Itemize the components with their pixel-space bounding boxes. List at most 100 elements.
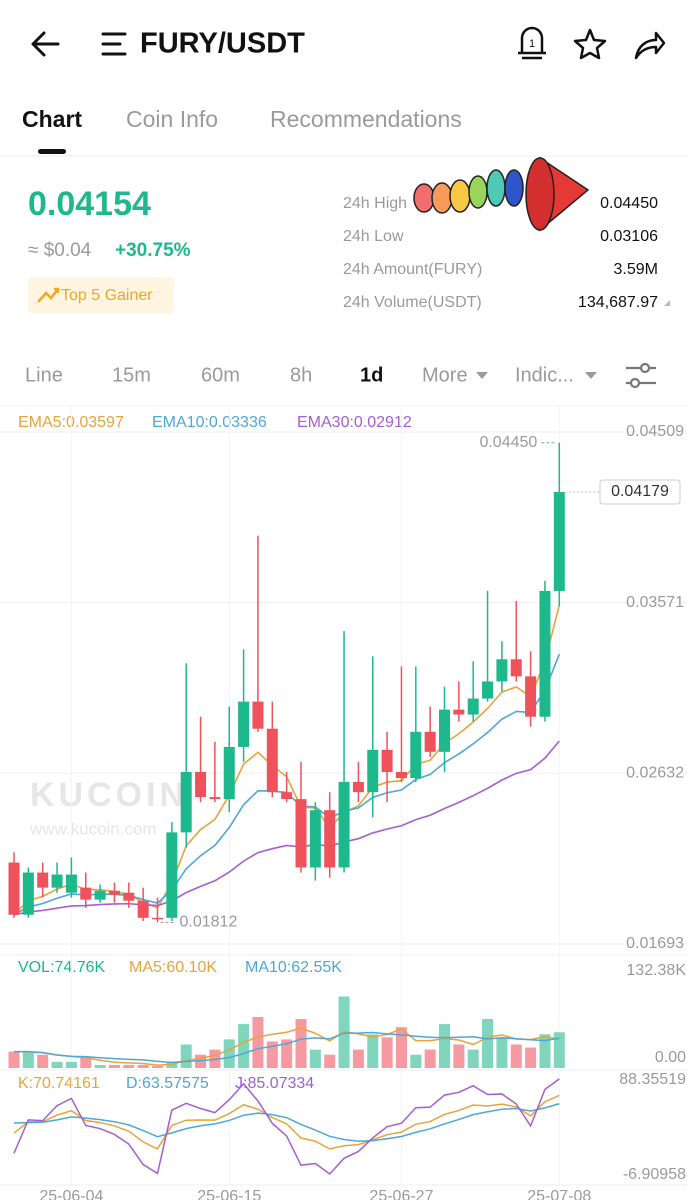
ema-line xyxy=(13,740,560,916)
candle-body xyxy=(395,772,407,778)
candle-body xyxy=(238,701,250,747)
last-price-label: 0.04179 xyxy=(611,483,669,500)
volume-bar xyxy=(510,1044,522,1068)
kdj-legend: K:70.74161 xyxy=(18,1075,100,1092)
vol-legend: MA10:62.55K xyxy=(245,959,342,976)
kdj-tick-label: 88.35519 xyxy=(619,1071,686,1088)
volume-bar xyxy=(180,1044,192,1068)
alert-icon[interactable]: 1 xyxy=(518,26,546,60)
candle-body xyxy=(180,772,192,833)
timeframe[interactable]: 15m xyxy=(112,364,151,386)
volume-bar xyxy=(381,1037,393,1068)
volume-bar xyxy=(367,1034,379,1068)
candle-body xyxy=(424,731,436,752)
candle-body xyxy=(209,797,221,800)
settings-icon[interactable] xyxy=(626,362,656,389)
x-tick-label: 25-06-15 xyxy=(197,1188,261,1200)
kdj-line xyxy=(13,1078,560,1175)
volume-bar xyxy=(252,1016,264,1068)
badge[interactable]: Top 5 Gainer xyxy=(61,287,153,304)
tab[interactable]: Coin Info xyxy=(126,106,218,132)
volume-bar xyxy=(80,1057,92,1068)
timeframe[interactable]: Line xyxy=(25,364,63,386)
low-label: 0.01812 xyxy=(180,914,238,931)
candle-body xyxy=(338,782,350,868)
stat-value: 3.59M xyxy=(614,261,658,278)
candle-body xyxy=(324,810,336,868)
candle-body xyxy=(266,728,278,793)
tab[interactable]: Recommendations xyxy=(270,106,462,132)
candle-body xyxy=(367,749,379,793)
dropdown-caret xyxy=(585,372,597,379)
volume-bar xyxy=(266,1041,278,1068)
back-button[interactable] xyxy=(31,31,60,57)
tab-active[interactable]: Chart xyxy=(22,106,82,132)
stat-value: 0.03106 xyxy=(600,228,658,245)
vol-ma-line xyxy=(14,1027,560,1066)
kdj-line xyxy=(13,1094,560,1150)
favorite-icon[interactable] xyxy=(573,28,607,60)
last-price-box xyxy=(599,479,681,505)
volume-bar xyxy=(295,1018,307,1068)
candle-body xyxy=(80,887,92,900)
candle-body xyxy=(8,862,20,915)
volume-bar xyxy=(539,1034,551,1068)
candle-body xyxy=(553,492,565,591)
high-label: 0.04450 xyxy=(479,434,537,451)
share-icon[interactable] xyxy=(634,31,666,60)
kdj-legend: D:63.57575 xyxy=(126,1075,209,1092)
stat-label: 24h Amount(FURY) xyxy=(343,261,482,278)
candle-body xyxy=(108,890,120,895)
fiat-price: ≈ $0.04 xyxy=(28,240,92,261)
candle-body xyxy=(381,749,393,772)
candle-body xyxy=(51,874,63,888)
candle-body xyxy=(195,772,207,798)
vol-legend: VOL:74.76K xyxy=(18,959,106,976)
x-tick-label: 25-07-08 xyxy=(527,1188,591,1200)
candle-body xyxy=(37,872,49,888)
volume-bar xyxy=(553,1032,565,1068)
candle-body xyxy=(352,782,364,793)
badge-bg xyxy=(28,277,174,313)
candle-body xyxy=(510,659,522,677)
menu-icon[interactable] xyxy=(101,32,127,56)
volume-bar xyxy=(352,1049,364,1068)
candle-body xyxy=(166,832,178,918)
timeframe[interactable]: Indic... xyxy=(515,364,574,386)
vol-tick-label: 132.38K xyxy=(626,962,686,979)
candle-body xyxy=(22,872,34,915)
vol-tick-label: 0.00 xyxy=(655,1049,686,1066)
timeframe[interactable]: More xyxy=(422,364,468,386)
candle-body xyxy=(496,659,508,682)
volume-bar xyxy=(482,1018,494,1068)
candle-body xyxy=(410,731,422,778)
timeframe[interactable]: 8h xyxy=(290,364,312,386)
timeframe[interactable]: 60m xyxy=(201,364,240,386)
watermark: KUCOIN xyxy=(30,776,188,814)
volume-bar xyxy=(238,1024,250,1068)
candle-body xyxy=(539,590,551,717)
timeframe-active[interactable]: 1d xyxy=(360,364,383,386)
candle-body xyxy=(252,701,264,729)
volume-bar xyxy=(281,1039,293,1068)
tab-indicator xyxy=(38,149,66,154)
ema-legend: EMA10:0.03336 xyxy=(152,414,267,431)
volume-bar xyxy=(395,1027,407,1068)
volume-bar xyxy=(22,1051,34,1068)
price-change: +30.75% xyxy=(115,240,191,261)
volume-bar xyxy=(137,1064,149,1068)
dropdown-caret xyxy=(476,372,488,379)
stat-label: 24h High xyxy=(343,195,407,212)
vol-ma-line xyxy=(14,1031,560,1064)
y-tick-label: 0.01693 xyxy=(626,935,684,952)
kdj-line xyxy=(13,1103,560,1142)
y-tick-label: 0.04509 xyxy=(626,423,684,440)
vol-legend: MA5:60.10K xyxy=(129,959,217,976)
candle-body xyxy=(152,917,163,920)
volume-bar xyxy=(525,1047,537,1068)
candle-body xyxy=(453,709,465,715)
ema-line xyxy=(13,604,561,916)
volume-bar xyxy=(8,1051,20,1068)
volume-bar xyxy=(65,1061,77,1068)
